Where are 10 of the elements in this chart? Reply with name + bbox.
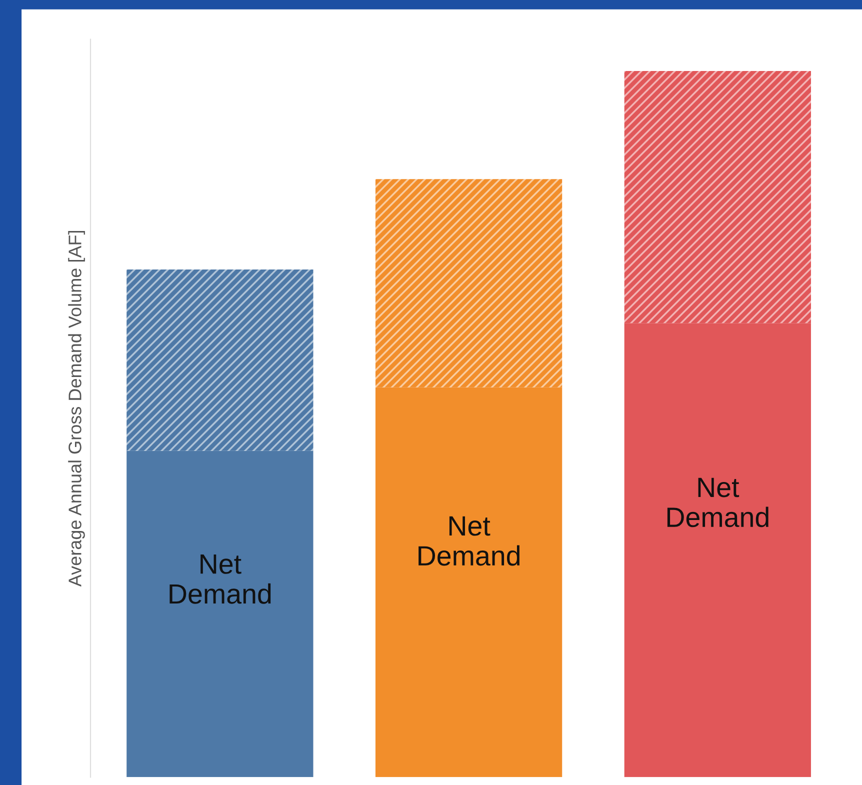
annotation: Net Demand	[418, 516, 520, 566]
bar	[375, 179, 562, 388]
bar	[126, 269, 314, 451]
annotation: Net Demand	[667, 478, 768, 528]
y-axis-title: Average Annual Gross Demand Volume [AF]	[68, 230, 85, 587]
bar	[624, 323, 811, 778]
annotation: Net Demand	[170, 554, 271, 604]
bar	[624, 71, 811, 324]
bar	[126, 450, 314, 778]
bar	[375, 387, 562, 778]
